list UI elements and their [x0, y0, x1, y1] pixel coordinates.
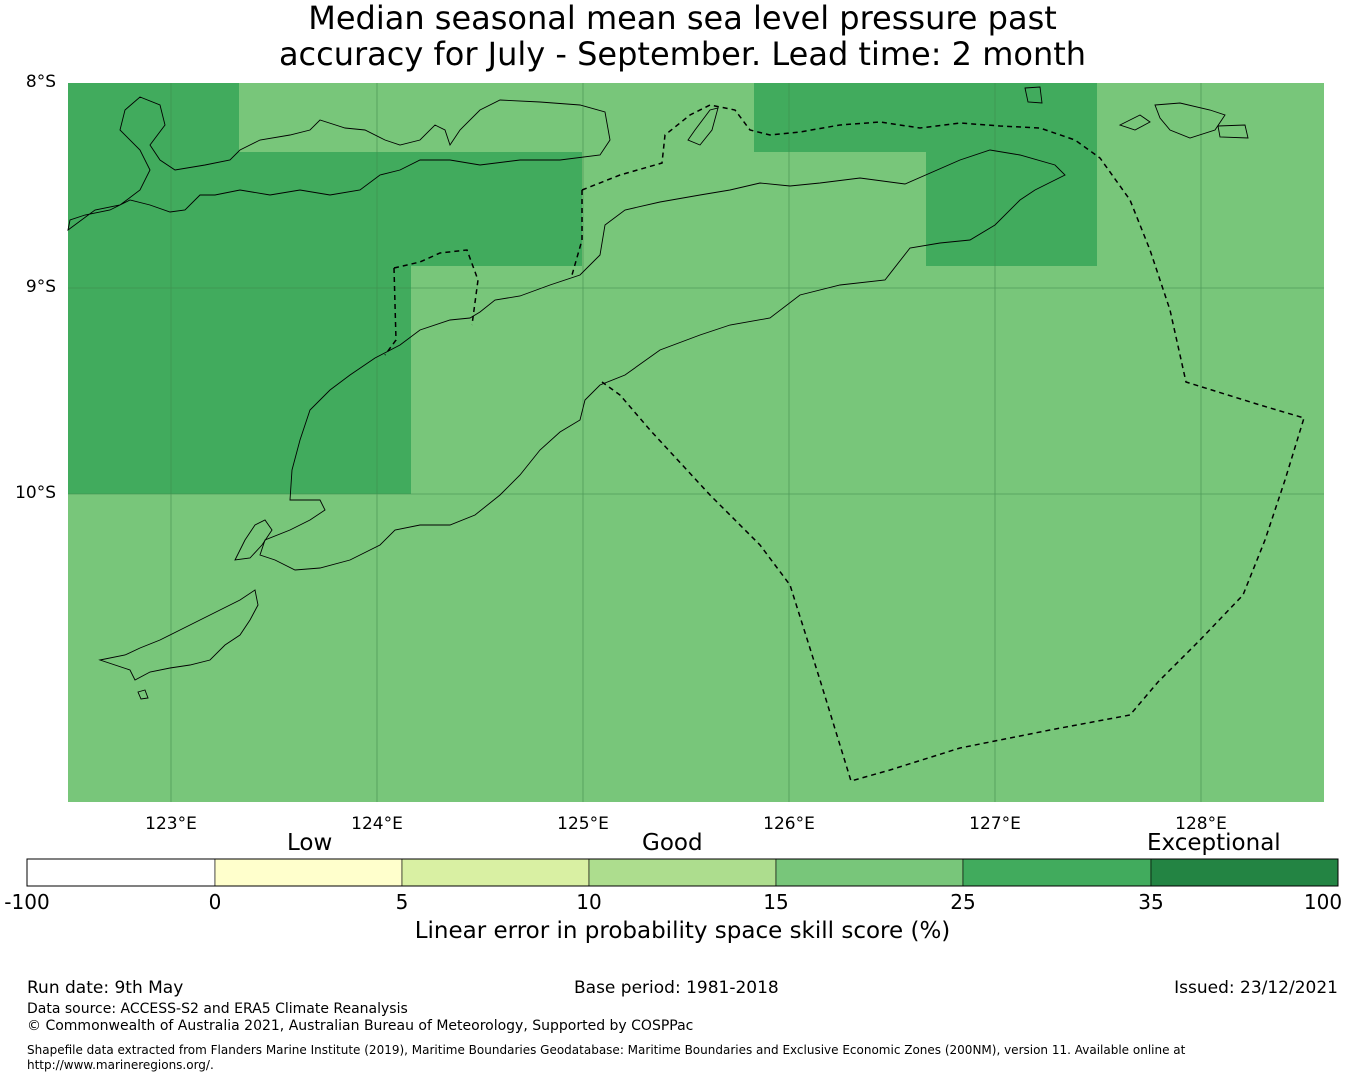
- lon-label-124e: 124°E: [351, 814, 403, 834]
- colorbar-segment: [962, 858, 1152, 887]
- legend-category-exceptional: Exceptional: [1147, 830, 1281, 856]
- base-period: Base period: 1981-2018: [574, 978, 779, 998]
- colorbar-tick: 0: [208, 890, 222, 914]
- colorbar-tick: -100: [4, 890, 50, 914]
- map-title-line-2: accuracy for July - September. Lead time…: [278, 35, 1087, 73]
- lat-label-10s: 10°S: [15, 483, 56, 503]
- lat-label-9s: 9°S: [25, 277, 56, 297]
- colorbar-segment: [775, 858, 964, 887]
- colorbar-segment: [588, 858, 777, 887]
- moa-island-coast: [1154, 102, 1226, 139]
- eez-boundary-oecusse: [384, 190, 583, 356]
- rote-island-coast: [98, 589, 259, 681]
- ndao-island-coast: [137, 689, 149, 700]
- skill-cell: [68, 266, 411, 494]
- gridlines: [68, 83, 1324, 802]
- timor-island-coast: [259, 149, 1066, 571]
- leti-island-coast: [1118, 114, 1151, 131]
- shapefile-credit: Shapefile data extracted from Flanders M…: [27, 1043, 1186, 1057]
- lakor-island-coast: [1217, 124, 1249, 139]
- shapefile-url: http://www.marineregions.org/.: [27, 1058, 214, 1072]
- colorbar-segment: [214, 858, 403, 887]
- colorbar-tick: 100: [1303, 890, 1343, 914]
- maritime-boundaries: [384, 104, 1305, 782]
- skill-cell: [754, 83, 1097, 152]
- skill-25-35-region: [68, 83, 1097, 494]
- colorbar-segment: [26, 858, 216, 887]
- kisar-island-coast: [1024, 86, 1043, 104]
- colorbar-tick: 5: [395, 890, 409, 914]
- skill-cell: [68, 152, 582, 266]
- run-date: Run date: 9th May: [27, 978, 184, 998]
- lon-label-127e: 127°E: [969, 814, 1021, 834]
- lon-label-128e: 128°E: [1175, 814, 1227, 834]
- data-source: Data source: ACCESS-S2 and ERA5 Climate …: [27, 1001, 408, 1017]
- eez-boundary-north: [581, 104, 1305, 782]
- colorbar-tick: 35: [1138, 890, 1164, 914]
- coastlines: [67, 86, 1249, 700]
- lon-label-126e: 126°E: [763, 814, 815, 834]
- colorbar-segment: [401, 858, 590, 887]
- colorbar-segment: [1150, 858, 1339, 887]
- legend-category-low: Low: [287, 830, 333, 856]
- colorbar-border: [26, 858, 1339, 887]
- wetar-island-coast: [687, 107, 719, 146]
- issued-date: Issued: 23/12/2021: [1174, 978, 1338, 998]
- copyright-notice: © Commonwealth of Australia 2021, Austra…: [27, 1018, 694, 1034]
- legend-category-good: Good: [642, 830, 703, 856]
- map-title-line-1: Median seasonal mean sea level pressure …: [308, 0, 1057, 37]
- lat-label-8s: 8°S: [25, 72, 56, 92]
- alor-island-coast: [67, 96, 611, 232]
- colorbar-label: Linear error in probability space skill …: [414, 918, 951, 944]
- colorbar-tick: 10: [576, 890, 602, 914]
- lon-label-125e: 125°E: [557, 814, 609, 834]
- semau-island-coast: [234, 519, 273, 561]
- colorbar-tick: 25: [950, 890, 976, 914]
- colorbar-tick: 15: [763, 890, 789, 914]
- lon-label-123e: 123°E: [145, 814, 197, 834]
